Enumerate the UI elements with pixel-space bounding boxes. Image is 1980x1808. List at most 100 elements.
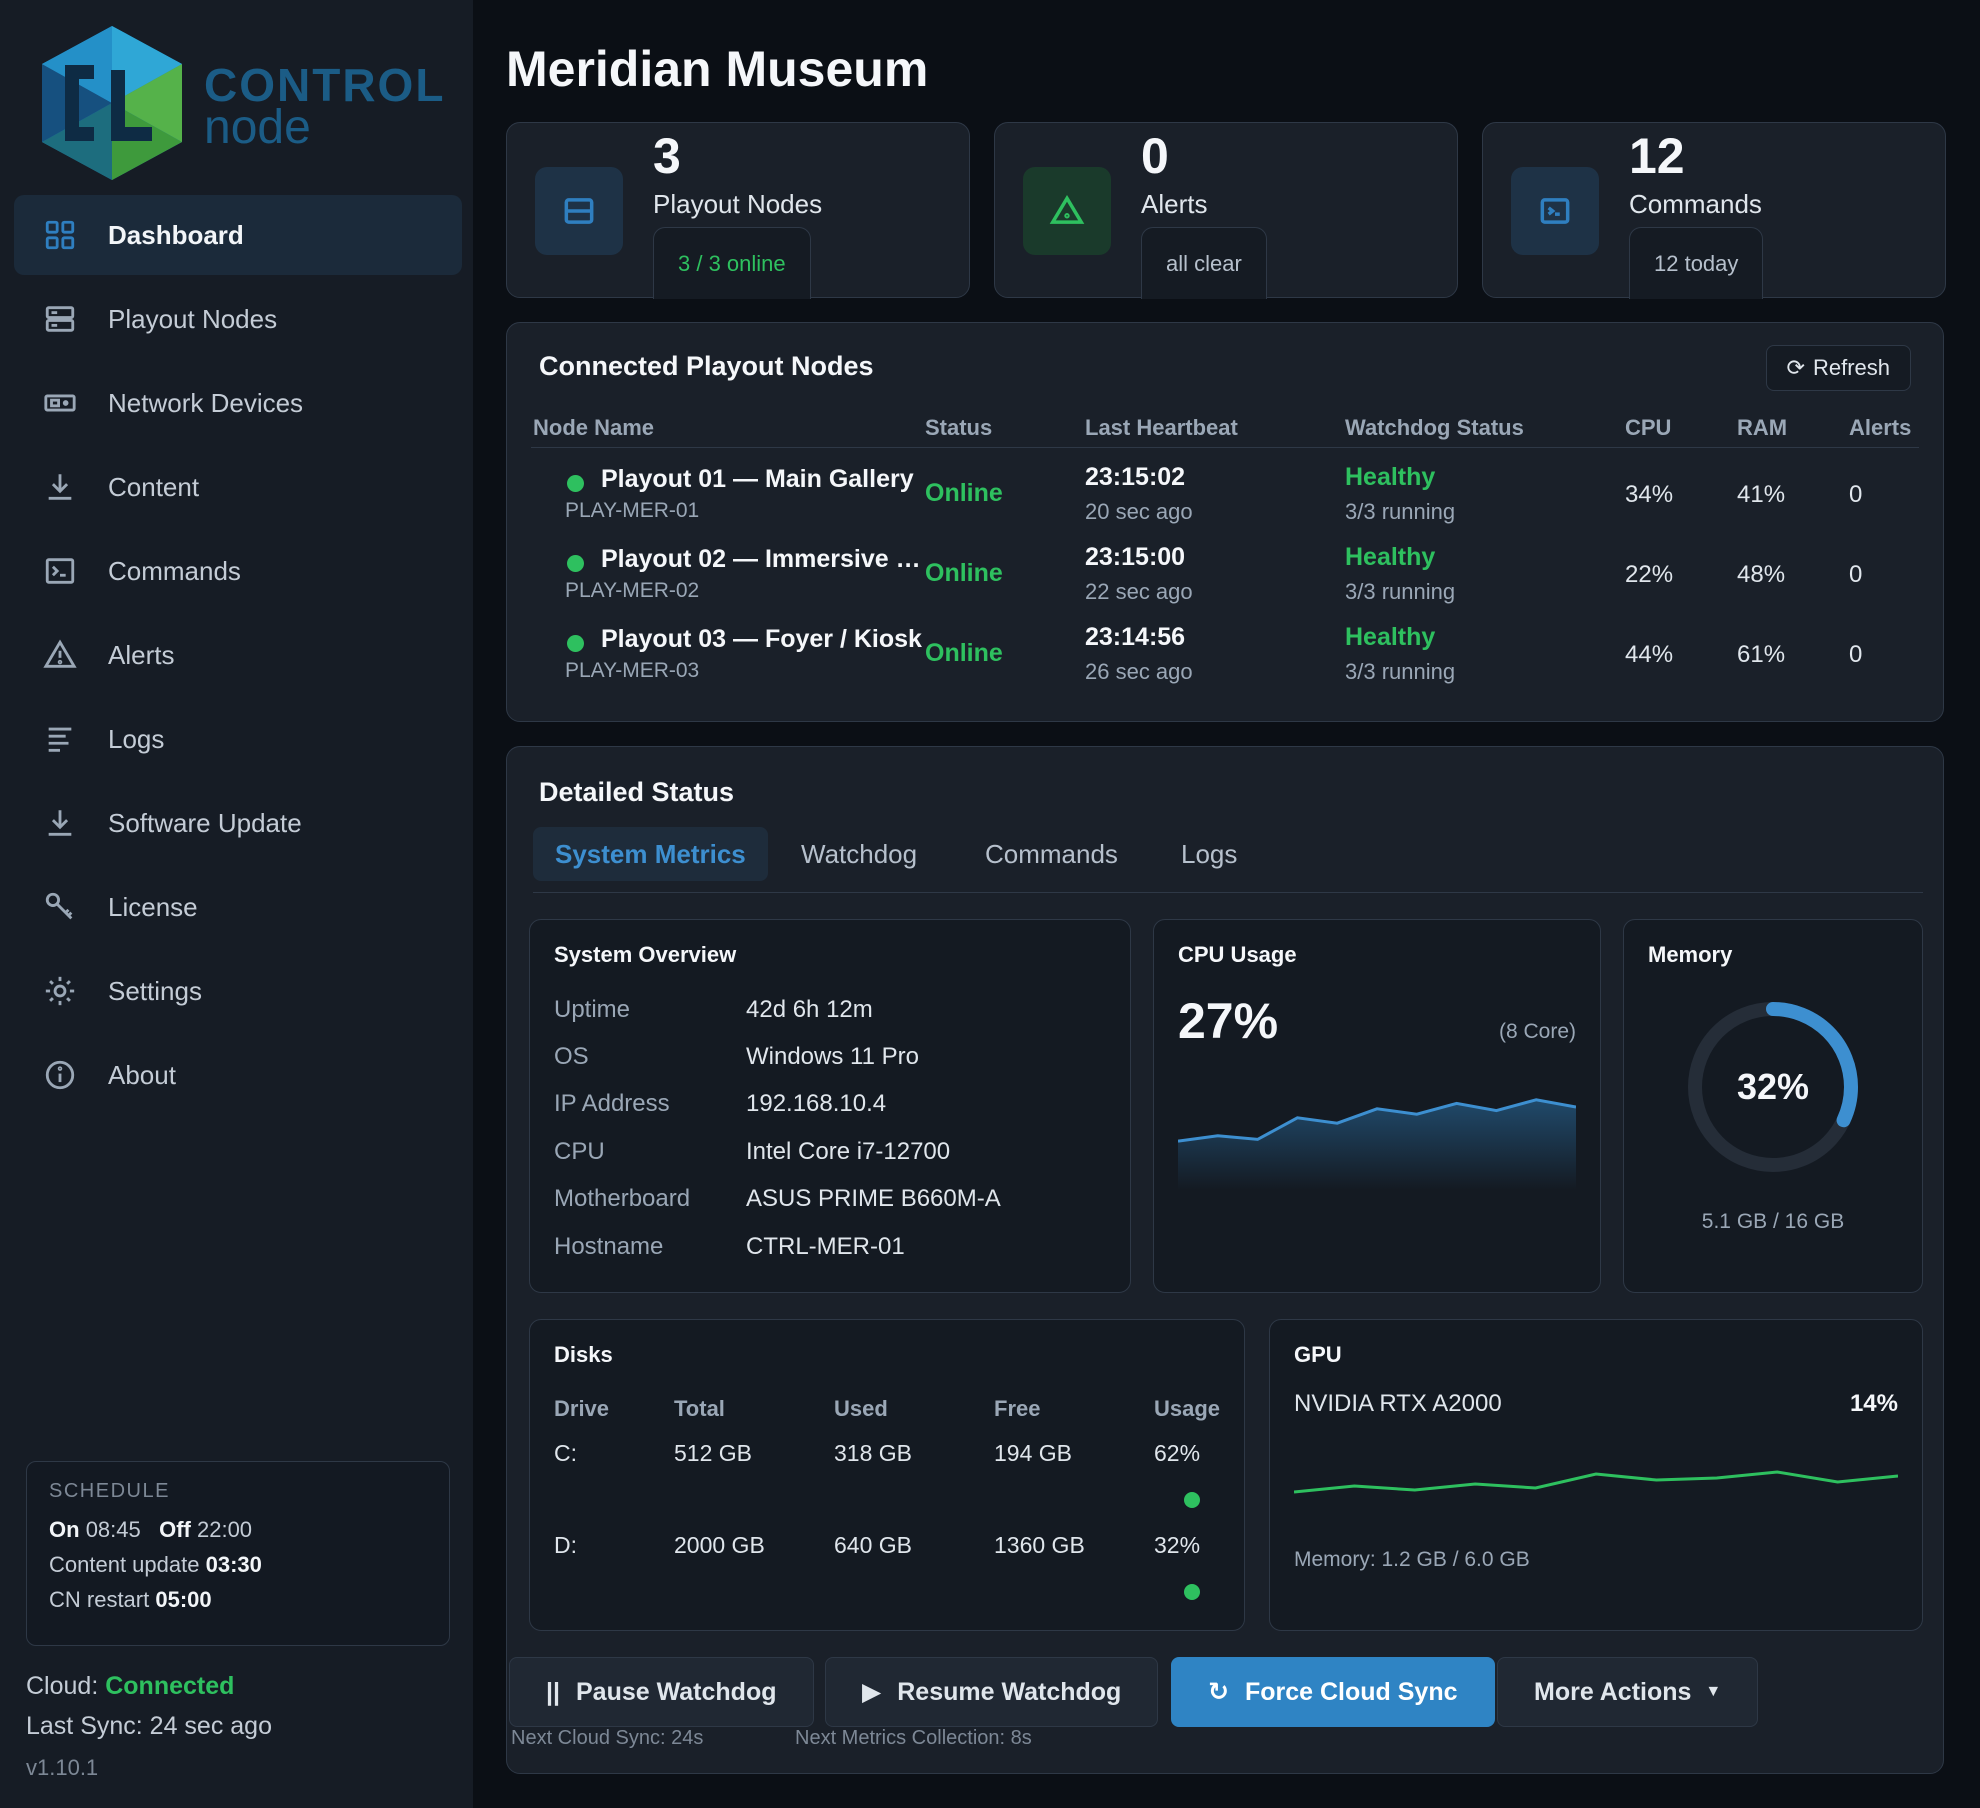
sidebar-item-label: Logs (108, 723, 165, 754)
node-ram: 48% (1737, 561, 1786, 588)
stat-value: 0 (1141, 128, 1169, 184)
gpu-usage-value: 14% (1849, 1390, 1898, 1417)
disk-total: 2000 GB (674, 1532, 765, 1558)
schedule-content-label: Content update (49, 1552, 200, 1577)
overview-key: Motherboard (554, 1185, 691, 1212)
sidebar-item-playout-nodes[interactable]: Playout Nodes (14, 279, 462, 359)
schedule-header: SCHEDULE (49, 1480, 170, 1502)
watchdog-status: Healthy (1345, 623, 1436, 651)
card-title: CPU Usage (1178, 942, 1297, 967)
key-icon (42, 889, 78, 925)
stat-label: Commands (1629, 189, 1762, 219)
schedule-on-label: On (49, 1517, 80, 1542)
overview-key: OS (554, 1043, 589, 1070)
memory-gauge-arc (1688, 1002, 1858, 1172)
sidebar-item-label: Commands (108, 555, 241, 586)
schedule-on-time: 08:45 (85, 1517, 141, 1542)
disk-used: 318 GB (834, 1440, 912, 1466)
stat-label: Alerts (1141, 189, 1208, 219)
brand-wordmark-line2: node (204, 101, 311, 154)
sidebar: CONTROL node Dashboard Playout Nodes Net… (0, 0, 473, 1808)
sidebar-item-content[interactable]: Content (14, 447, 462, 527)
node-id: PLAY-MER-03 (565, 659, 700, 682)
sidebar-item-label: Software Update (108, 807, 302, 838)
button-label: More Actions (1534, 1677, 1692, 1706)
heartbeat-ago: 22 sec ago (1085, 579, 1193, 604)
schedule-on-off: On 08:45 Off 22:00 (49, 1517, 427, 1543)
gpu-name: NVIDIA RTX A2000 (1294, 1390, 1502, 1417)
node-id: PLAY-MER-01 (565, 499, 700, 522)
pause-icon: || (546, 1677, 560, 1706)
node-status: Online (925, 639, 1003, 667)
sidebar-item-alerts[interactable]: Alerts (14, 615, 462, 695)
tab-watchdog[interactable]: Watchdog (801, 838, 918, 869)
disk-header: Used (834, 1396, 888, 1421)
table-row[interactable]: Playout 02 — Immersive Room PLAY-MER-02 … (507, 537, 1943, 617)
button-label: Pause Watchdog (576, 1677, 777, 1706)
connected-nodes-panel: Connected Playout Nodes ⟳ Refresh Node N… (506, 322, 1944, 722)
sidebar-item-license[interactable]: License (14, 867, 462, 947)
cpu-usage-card: CPU Usage 27% (8 Core) (1153, 919, 1601, 1293)
sidebar-item-label: Network Devices (108, 387, 304, 418)
node-name: Playout 01 — Main Gallery (601, 465, 914, 493)
stat-card-commands[interactable]: 12 Commands 12 today (1482, 122, 1946, 299)
node-ram: 41% (1737, 481, 1786, 508)
tab-logs[interactable]: Logs (1181, 838, 1238, 869)
cpu-sparkline (1178, 1098, 1576, 1190)
terminal-icon (42, 553, 78, 589)
stat-card-alerts[interactable]: 0 Alerts all clear (994, 122, 1458, 299)
control-node-logo-icon (42, 26, 182, 180)
schedule-content-update: Content update 03:30 (49, 1552, 427, 1578)
terminal-icon (1511, 167, 1599, 255)
warning-icon (42, 637, 78, 673)
heartbeat-time: 23:15:00 (1085, 543, 1186, 571)
online-dot (567, 635, 584, 652)
stat-value: 12 (1629, 128, 1685, 184)
node-status: Online (925, 479, 1003, 507)
pause-watchdog-button[interactable]: || Pause Watchdog (509, 1657, 814, 1727)
sidebar-item-settings[interactable]: Settings (14, 951, 462, 1031)
sidebar-item-about[interactable]: About (14, 1035, 462, 1115)
column-header: Status (925, 415, 993, 440)
resume-watchdog-button[interactable]: ▶ Resume Watchdog (825, 1657, 1159, 1727)
node-alerts: 0 (1849, 561, 1863, 588)
stat-card-playout-nodes[interactable]: 3 Playout Nodes 3 / 3 online (506, 122, 970, 299)
tab-system-metrics[interactable]: System Metrics (533, 827, 768, 881)
schedule-box: SCHEDULE On 08:45 Off 22:00 Content upda… (26, 1461, 450, 1646)
disk-usage: 62% (1154, 1440, 1201, 1466)
online-dot (567, 475, 584, 492)
brand-logo: CONTROL node (36, 24, 456, 184)
refresh-icon: ⟳ (1786, 355, 1805, 380)
next-cloud-sync: Next Cloud Sync: 24s (511, 1727, 704, 1749)
play-icon: ▶ (862, 1678, 882, 1706)
refresh-label: Refresh (1812, 355, 1890, 380)
cpu-core-count: (8 Core) (1498, 1020, 1576, 1043)
more-actions-button[interactable]: More Actions ▼ (1497, 1657, 1759, 1727)
download-icon (42, 469, 78, 505)
schedule-restart-label: CN restart (49, 1587, 150, 1612)
sidebar-item-dashboard[interactable]: Dashboard (14, 195, 462, 275)
memory-gauge (1688, 1002, 1858, 1172)
schedule-restart-time: 05:00 (155, 1587, 212, 1612)
sidebar-item-commands[interactable]: Commands (14, 531, 462, 611)
node-alerts: 0 (1849, 481, 1863, 508)
sidebar-item-network-devices[interactable]: Network Devices (14, 363, 462, 443)
tab-commands[interactable]: Commands (985, 838, 1118, 869)
stat-value: 3 (653, 128, 681, 184)
lines-icon (42, 721, 78, 757)
table-row[interactable]: Playout 01 — Main Gallery PLAY-MER-01 On… (507, 457, 1943, 537)
node-cpu: 44% (1625, 641, 1674, 668)
disk-total: 512 GB (674, 1440, 752, 1466)
button-label: Force Cloud Sync (1244, 1677, 1458, 1706)
sidebar-item-software-update[interactable]: Software Update (14, 783, 462, 863)
sidebar-item-logs[interactable]: Logs (14, 699, 462, 779)
refresh-button[interactable]: ⟳ Refresh (1765, 345, 1911, 391)
table-row[interactable]: Playout 03 — Foyer / Kiosk PLAY-MER-03 O… (507, 617, 1943, 697)
sidebar-item-label: Alerts (108, 639, 175, 670)
download-icon (42, 805, 78, 841)
disk-header: Free (994, 1396, 1041, 1421)
force-cloud-sync-button[interactable]: ↻ Force Cloud Sync (1171, 1657, 1495, 1727)
overview-key: Hostname (554, 1233, 664, 1260)
overview-value: 192.168.10.4 (746, 1090, 887, 1117)
disk-usage: 32% (1154, 1532, 1201, 1558)
